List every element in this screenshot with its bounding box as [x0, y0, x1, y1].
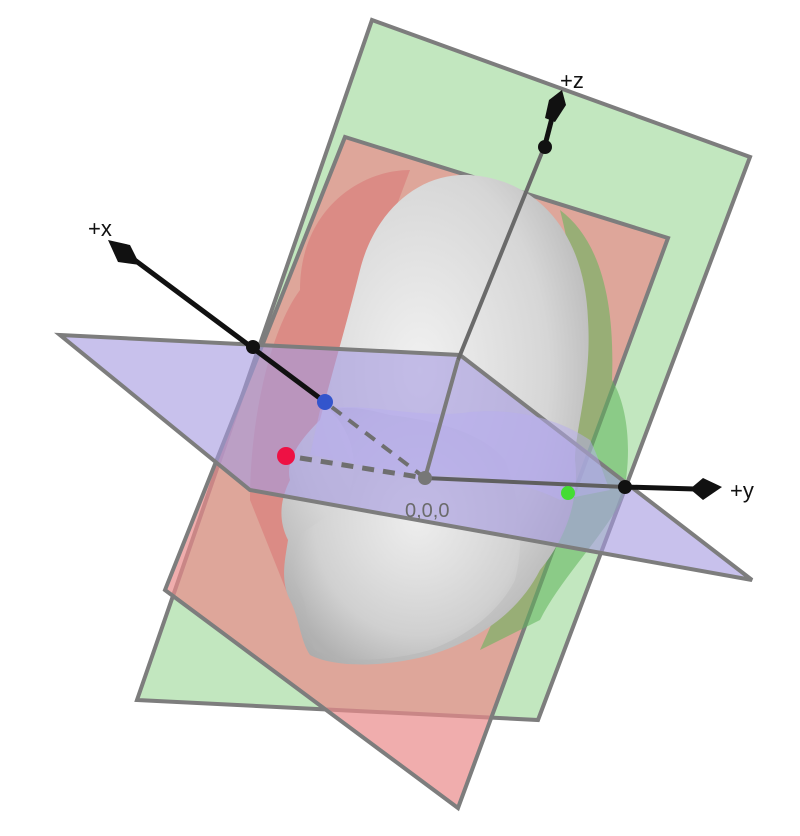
- z-axis-arrowhead: [545, 90, 566, 122]
- y-axis-label: +y: [730, 478, 754, 503]
- x-plane-intersection-dot: [246, 340, 260, 354]
- y-axis-line-inner: [424, 476, 626, 489]
- z-axis-label: +z: [560, 68, 584, 93]
- y-axis-arrowhead: [690, 478, 722, 500]
- horizontal-dashed: [299, 455, 426, 481]
- x-axis-line: [130, 255, 327, 405]
- z-axis-line: [456, 144, 547, 361]
- origin-dot: [418, 471, 432, 485]
- axial-head-section: [310, 407, 610, 500]
- x-axis-label: +x: [88, 216, 112, 241]
- origin-label: 0,0,0: [405, 500, 449, 522]
- z-axis-line-lower: [423, 359, 460, 479]
- z-plane-intersection-dot: [538, 140, 552, 154]
- blue-point: [317, 394, 333, 410]
- x-axis-arrowhead: [108, 240, 140, 265]
- y-plane-intersection-dot: [618, 480, 632, 494]
- green-point: [561, 486, 575, 500]
- y-axis-line: [624, 484, 696, 492]
- red-point: [277, 447, 295, 465]
